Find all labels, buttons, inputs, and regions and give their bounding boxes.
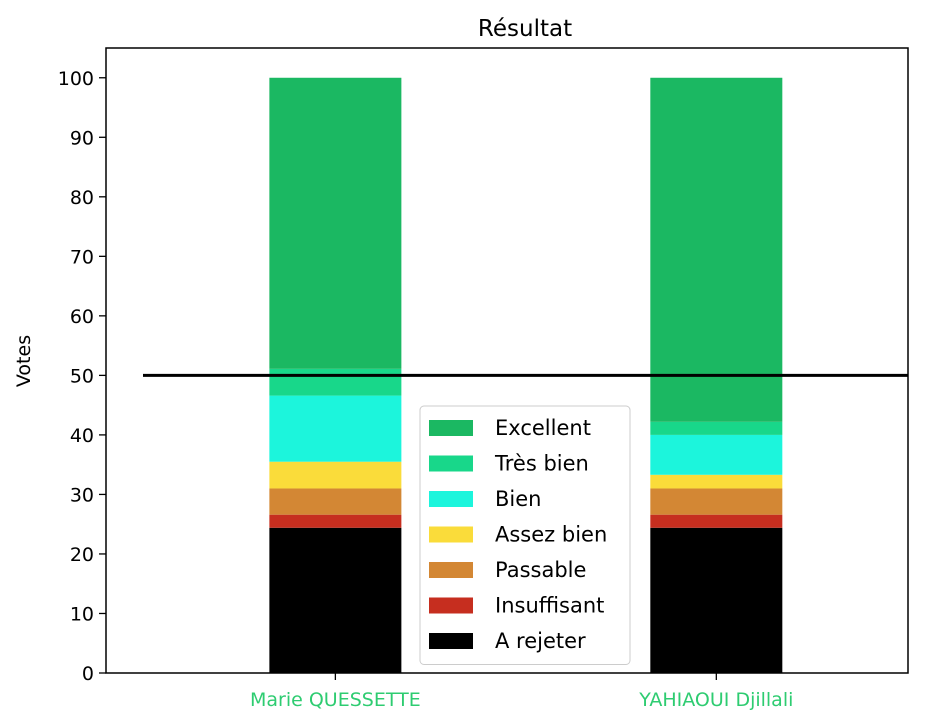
y-tick-label: 70	[70, 246, 94, 268]
plot-frame	[105, 47, 909, 674]
legend-swatch	[429, 420, 473, 436]
bar-segment	[269, 77, 402, 369]
legend-label: Assez bien	[495, 523, 607, 547]
legend-swatch	[429, 597, 473, 614]
bar-segment	[650, 77, 783, 422]
legend-swatch	[429, 526, 473, 543]
legend-swatch	[429, 491, 473, 507]
legend-swatch	[429, 455, 473, 472]
bar-segment	[269, 461, 402, 489]
x-tick-label: YAHIAOUI Djillali	[638, 689, 793, 711]
y-tick-label: 0	[82, 663, 94, 685]
legend-label: Très bien	[494, 452, 589, 476]
bar-segment	[269, 488, 402, 515]
bar-segment	[650, 421, 783, 435]
bars	[269, 77, 783, 673]
x-tick-label: Marie QUESSETTE	[250, 689, 421, 711]
legend-label: Insuffisant	[495, 594, 604, 618]
bar-segment	[269, 395, 402, 462]
y-tick-label: 40	[70, 425, 94, 447]
y-tick-label: 80	[70, 187, 94, 209]
legend-label: A rejeter	[495, 629, 586, 653]
legend-swatch	[429, 633, 473, 649]
y-axis-label: Votes	[13, 335, 35, 387]
bar-segment	[650, 474, 783, 489]
bar-segment	[650, 488, 783, 515]
chart-title: Résultat	[478, 16, 572, 42]
bar-segment	[650, 514, 783, 528]
y-tick-label: 90	[70, 127, 94, 149]
legend: Excellent Très bien Bien Assez bien Passable…	[419, 405, 631, 665]
legend-label: Bien	[495, 487, 541, 511]
legend-label: Passable	[495, 558, 586, 582]
bar-segment	[269, 368, 402, 396]
x-axis: Marie QUESSETTE YAHIAOUI Djillali	[250, 673, 793, 711]
legend-label: Excellent	[495, 416, 591, 440]
y-tick-label: 50	[70, 365, 94, 387]
bar-segment	[269, 527, 402, 673]
y-tick-label: 10	[70, 603, 94, 625]
y-axis: 0 10 20 30 40 50 60 70 80 90 100	[58, 68, 106, 685]
y-tick-label: 20	[70, 544, 94, 566]
bar-segment	[269, 514, 402, 528]
bar-segment	[650, 434, 783, 475]
y-tick-label: 60	[70, 306, 94, 328]
bar-segment	[650, 527, 783, 673]
legend-swatch	[429, 562, 473, 578]
y-tick-label: 30	[70, 484, 94, 506]
y-tick-label: 100	[58, 68, 94, 90]
